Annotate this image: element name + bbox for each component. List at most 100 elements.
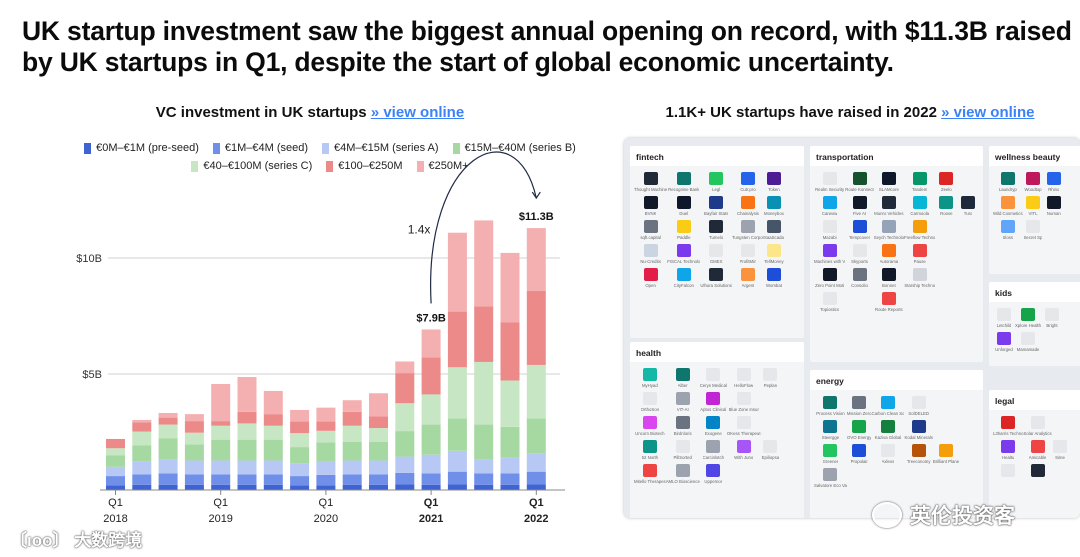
- startup-tile[interactable]: Salvatore Eco Va: [814, 468, 847, 488]
- startup-tile[interactable]: Healtu: [993, 440, 1024, 460]
- startup-tile[interactable]: Tempcover: [845, 220, 873, 240]
- startup-tile[interactable]: Greener: [814, 444, 847, 464]
- startup-tile[interactable]: Recognise Bank: [667, 172, 700, 192]
- startup-tile[interactable]: Alber: [666, 368, 700, 388]
- startup-tile[interactable]: Cerys Medical: [700, 368, 727, 388]
- view-online-link-chart[interactable]: » view online: [370, 104, 465, 121]
- startup-tile[interactable]: Consolio: [845, 268, 873, 288]
- startup-tile[interactable]: OrthoSon: [634, 392, 666, 412]
- startup-tile[interactable]: Tandem: [904, 172, 935, 192]
- startup-tile[interactable]: Xplore Health: [1015, 308, 1041, 328]
- startup-tile[interactable]: Roove: [935, 196, 957, 216]
- startup-tile[interactable]: Kodal Minerals: [904, 420, 933, 440]
- startup-tile[interactable]: Aptos Clinical: [700, 392, 727, 412]
- startup-tile[interactable]: Steergge: [814, 420, 847, 440]
- startup-tile[interactable]: Uncorn Biotech: [634, 416, 666, 436]
- startup-tile[interactable]: Turo: [957, 196, 979, 216]
- startup-tile[interactable]: Cutr.pro: [732, 172, 764, 192]
- startup-tile[interactable]: Secret Sp: [1023, 220, 1044, 240]
- startup-tile[interactable]: MyHyad: [634, 368, 666, 388]
- startup-tile[interactable]: Route Konnect: [845, 172, 874, 192]
- startup-tile[interactable]: Process Vision: [814, 396, 847, 416]
- startup-tile[interactable]: Carwow: [814, 196, 845, 216]
- startup-tile[interactable]: Sime: [1052, 440, 1069, 460]
- startup-tile[interactable]: GMEX: [700, 244, 732, 264]
- startup-tile[interactable]: VIT-AI: [666, 392, 700, 412]
- startup-tile[interactable]: Uppernor: [700, 464, 727, 484]
- startup-tile[interactable]: Ulhura Solutions: [700, 268, 732, 288]
- startup-tile[interactable]: SolDELED: [904, 396, 932, 416]
- startup-tile[interactable]: Machines with V: [814, 244, 845, 264]
- startup-tile[interactable]: Skyports: [845, 244, 873, 264]
- startup-tile[interactable]: Thought Machine: [634, 172, 667, 192]
- startup-tile[interactable]: Blue Zone Insur: [727, 392, 761, 412]
- startup-tile[interactable]: 52 North: [634, 440, 666, 460]
- startup-tile[interactable]: Epiliopsa: [761, 440, 781, 460]
- startup-tile[interactable]: Chainalysis: [732, 196, 764, 216]
- startup-tile[interactable]: Moneybox: [764, 196, 784, 216]
- startup-tile[interactable]: Duel: [667, 196, 700, 216]
- startup-tile[interactable]: Wild Cosmetics: [993, 196, 1023, 216]
- startup-tile[interactable]: L3harris Techno: [993, 416, 1024, 436]
- startup-tile[interactable]: Nu-Credits: [634, 244, 667, 264]
- startup-tile[interactable]: Unforged: [993, 332, 1015, 352]
- startup-tile[interactable]: Rhino: [1043, 172, 1064, 192]
- startup-tile[interactable]: Open: [634, 268, 667, 288]
- startup-tile[interactable]: SLAMcore: [874, 172, 904, 192]
- startup-tile[interactable]: Bonnet: [874, 268, 904, 288]
- startup-tile[interactable]: Mamamade: [1015, 332, 1041, 352]
- startup-tile[interactable]: Bright: [1041, 308, 1063, 328]
- startup-tile[interactable]: OKess Therapeut: [727, 416, 761, 436]
- startup-tile[interactable]: ProfitMin: [732, 244, 764, 264]
- startup-tile[interactable]: Seych Technolo: [874, 220, 904, 240]
- startup-tile[interactable]: Tumelo: [700, 220, 732, 240]
- startup-tile[interactable]: Tungsten Corpor: [732, 220, 764, 240]
- startup-tile[interactable]: Five AI: [845, 196, 873, 216]
- startup-tile[interactable]: Paddle: [667, 220, 700, 240]
- startup-tile[interactable]: BVNK: [634, 196, 667, 216]
- startup-tile[interactable]: HelloFlow: [727, 368, 761, 388]
- startup-tile[interactable]: Peplan: [761, 368, 781, 388]
- startup-tile[interactable]: With Juno: [727, 440, 761, 460]
- startup-tile[interactable]: Bayfair Stats: [700, 196, 732, 216]
- startup-tile[interactable]: Realm Security: [814, 172, 845, 192]
- startup-tile[interactable]: Mission Zero: [847, 396, 872, 416]
- startup-tile[interactable]: Autorama: [874, 244, 904, 264]
- startup-tile[interactable]: Starship Techno: [904, 268, 935, 288]
- startup-tile[interactable]: Sloss: [993, 220, 1023, 240]
- startup-tile[interactable]: Legl: [700, 172, 732, 192]
- startup-tile[interactable]: Exogene: [700, 416, 727, 436]
- startup-tile[interactable]: CityFalcon: [667, 268, 700, 288]
- startup-tile[interactable]: Axleos: [872, 444, 905, 464]
- startup-tile[interactable]: Pause: [904, 244, 935, 264]
- startup-tile[interactable]: Argent: [732, 268, 764, 288]
- startup-tile[interactable]: FISCAL Technolo: [667, 244, 700, 264]
- view-online-link-board[interactable]: » view online: [941, 104, 1035, 121]
- startup-tile[interactable]: Carbon Clean So: [872, 396, 904, 416]
- startup-tile[interactable]: Treeconomy: [904, 444, 932, 464]
- startup-tile[interactable]: Munro Vehicles: [874, 196, 904, 216]
- startup-tile[interactable]: OVO Energy: [847, 420, 872, 440]
- startup-tile[interactable]: AMLO Bioscience: [666, 464, 700, 484]
- startup-tile[interactable]: Birdnloris: [666, 416, 700, 436]
- startup-tile[interactable]: Mitello Therapes: [634, 464, 666, 484]
- startup-tile[interactable]: Freeflow Techno: [904, 220, 935, 240]
- startup-tile[interactable]: Route Reports: [874, 292, 904, 312]
- startup-tile[interactable]: Propolair: [847, 444, 872, 464]
- startup-tile[interactable]: PillSorted: [666, 440, 700, 460]
- startup-tile[interactable]: Zero Point Moti: [814, 268, 845, 288]
- startup-tile[interactable]: sqft.capital: [634, 220, 667, 240]
- startup-tile[interactable]: Woodtop: [1023, 172, 1044, 192]
- startup-tile[interactable]: Carcinlotch: [700, 440, 727, 460]
- startup-tile[interactable]: Laundryp: [993, 172, 1023, 192]
- startup-tile[interactable]: Mazabi: [814, 220, 845, 240]
- startup-tile[interactable]: Topiostics: [814, 292, 845, 312]
- startup-tile[interactable]: Carmoola: [904, 196, 935, 216]
- startup-tile[interactable]: Token: [764, 172, 784, 192]
- startup-tile[interactable]: TellMoney: [764, 244, 784, 264]
- startup-tile[interactable]: Numan: [1043, 196, 1064, 216]
- startup-tile[interactable]: Amicable: [1024, 440, 1052, 460]
- startup-tile[interactable]: Letchild: [993, 308, 1015, 328]
- startup-tile[interactable]: Wombat: [764, 268, 784, 288]
- startup-tile[interactable]: Brilliant Plane: [933, 444, 959, 464]
